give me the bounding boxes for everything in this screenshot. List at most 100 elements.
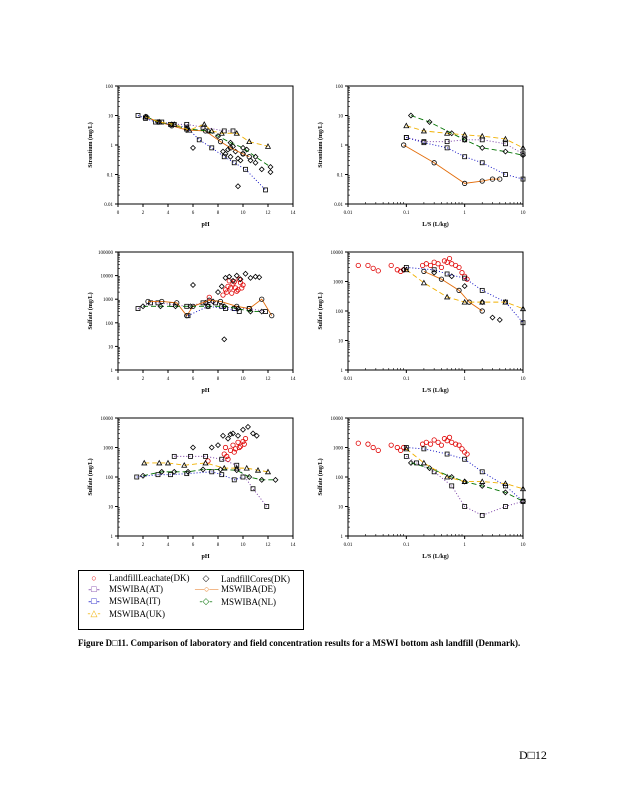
y-tick-label: 1 (341, 535, 344, 540)
series-landfillcores-dk- (400, 266, 503, 323)
legend-marker-circle: —○— (195, 584, 219, 594)
data-point (444, 451, 450, 457)
y-tick-label: 1 (341, 144, 344, 149)
chart-strontium-vs-ph: 0.01 0.1 1 10 100 0 2 4 6 8 10 12 14 pH Strontium (mg/… (87, 85, 296, 228)
data-point (202, 459, 209, 466)
data-point (403, 135, 409, 140)
data-point (431, 160, 437, 166)
series-mswiba-de- (421, 268, 485, 314)
data-point (233, 464, 240, 471)
data-point (267, 164, 274, 170)
data-point (196, 137, 202, 143)
data-point (218, 130, 225, 136)
data-point (479, 299, 486, 306)
data-point (222, 444, 229, 451)
data-point (209, 145, 215, 151)
data-point (444, 145, 450, 151)
data-point (503, 172, 508, 177)
y-tick-label: 0.1 (337, 174, 344, 179)
data-point (252, 159, 259, 166)
data-point (444, 438, 450, 444)
x-tick-label: 10 (521, 377, 527, 382)
data-point (426, 119, 433, 126)
series-line (142, 469, 276, 481)
data-point (502, 298, 509, 305)
data-point (233, 130, 240, 136)
data-point (259, 296, 265, 302)
data-point (264, 504, 270, 509)
data-point (181, 462, 188, 468)
data-point (221, 464, 228, 471)
series-mswiba-uk- (142, 113, 272, 149)
data-point (231, 160, 237, 166)
data-point (355, 440, 361, 446)
x-tick-label: 6 (192, 543, 195, 548)
data-point (444, 293, 451, 300)
data-point (459, 270, 465, 276)
data-point (221, 303, 228, 310)
series-line (406, 456, 524, 516)
x-tick-label: 0.1 (403, 543, 410, 548)
data-point (250, 430, 256, 437)
legend-symbol-3: —○— (195, 584, 219, 594)
data-point (520, 152, 526, 159)
x-tick-label: 2 (142, 377, 145, 382)
series-line (187, 305, 240, 317)
data-point (200, 466, 206, 473)
y-tick-label: 10000 (331, 251, 344, 256)
data-point (267, 169, 274, 176)
data-point (242, 436, 249, 442)
data-point (370, 265, 376, 271)
data-point (388, 442, 394, 448)
legend-label: LandfillLeachate(DK) (109, 573, 190, 583)
data-point (502, 489, 509, 496)
y-tick-label: 100000 (98, 251, 114, 256)
data-point (403, 122, 410, 129)
data-point (247, 274, 254, 281)
data-point (224, 453, 230, 459)
data-point (461, 131, 468, 138)
series-line (174, 455, 268, 507)
data-point (370, 444, 376, 451)
data-point (246, 154, 252, 160)
x-tick-label: 10 (241, 543, 247, 548)
chart-sulfate-vs-ls-2: 1 10 100 1000 10000 0.01 0.1 1 10 L/S (L/kg) Sulfa… (317, 417, 527, 560)
series-mswiba-nl- (407, 112, 526, 159)
y-tick-label: 1000 (333, 281, 344, 286)
legend-item: -◇- MSWIBA(NL) (195, 596, 276, 607)
y-tick-label: 10 (108, 345, 114, 350)
data-point (164, 459, 172, 466)
data-point (134, 474, 140, 480)
data-point (230, 430, 236, 437)
data-point (444, 271, 450, 277)
x-tick-label: 2 (142, 211, 145, 216)
legend-item: ◇ LandfillCores(DK) (195, 573, 290, 584)
plot-frame (117, 251, 294, 371)
data-point (205, 127, 211, 134)
legend-label: MSWIBA(NL) (221, 596, 276, 607)
y-tick-label: 1000 (103, 447, 114, 452)
data-point (235, 183, 241, 190)
data-point (479, 298, 486, 305)
x-tick-label: 4 (167, 211, 170, 216)
data-point (240, 151, 246, 157)
data-point (272, 476, 279, 483)
data-point (201, 121, 208, 127)
data-point (489, 176, 496, 182)
chart-legend: ○ LandfillLeachate(DK) ◇ LandfillCores(DK)… (78, 570, 304, 630)
data-point (254, 466, 262, 473)
data-point (145, 298, 151, 305)
data-point (215, 442, 221, 449)
series-mswiba-nl- (407, 459, 526, 505)
series-line (148, 298, 273, 317)
data-point (171, 453, 177, 459)
data-point (456, 442, 462, 448)
data-point (240, 474, 246, 480)
data-point (502, 135, 509, 142)
data-point (236, 444, 242, 451)
data-point (231, 449, 237, 455)
series-mswiba-uk- (403, 445, 527, 492)
data-point (220, 432, 226, 439)
data-point (520, 176, 526, 182)
data-point (438, 442, 445, 448)
